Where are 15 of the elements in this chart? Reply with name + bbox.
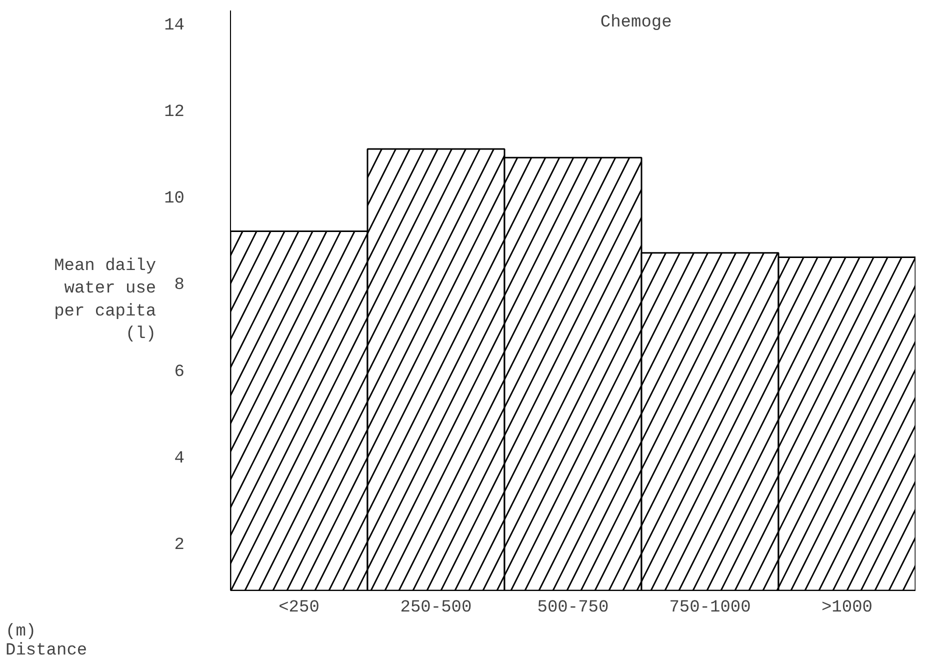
y-tick-label: 12 — [164, 103, 185, 122]
y-tick-label: 10 — [164, 190, 185, 209]
x-tick-label: <250 — [278, 598, 320, 618]
x-tick-label: >1000 — [821, 598, 873, 618]
y-tick-label: 8 — [174, 276, 184, 296]
y-axis-title: Mean daily water use per capita (l) — [54, 256, 156, 344]
x-tick-label: 500-750 — [537, 598, 609, 618]
y-tick-label: 4 — [174, 449, 184, 468]
y-tick-label: 6 — [174, 362, 184, 382]
chart-title: Chemoge — [600, 14, 672, 32]
x-tick-label: 750-1000 — [669, 598, 751, 618]
x-tick-label: 250-500 — [400, 598, 472, 618]
x-axis-title: (m) Distance — [6, 622, 88, 660]
y-tick-label: 14 — [164, 16, 185, 36]
y-tick-label: 2 — [174, 536, 184, 555]
